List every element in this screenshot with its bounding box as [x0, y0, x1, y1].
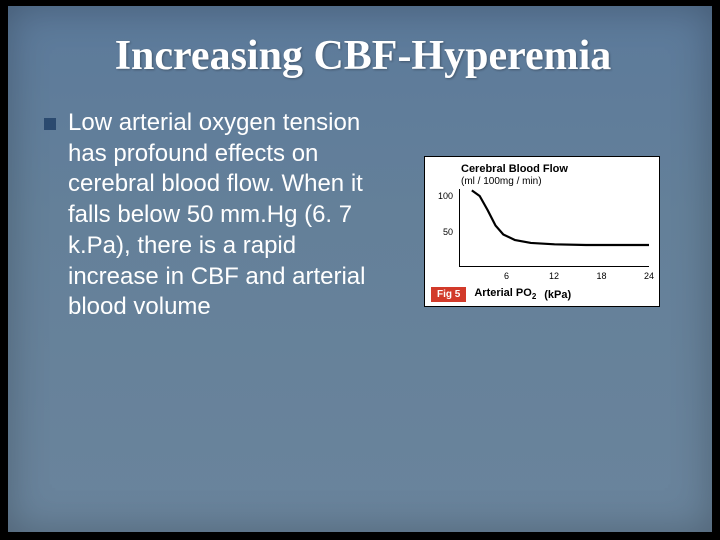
x-label-row: Fig 5 Arterial PO2 (kPa): [431, 287, 653, 302]
y-ticks: 50 100: [431, 189, 457, 267]
fig-badge: Fig 5: [431, 287, 466, 302]
y-tick-label: 100: [438, 191, 453, 201]
chart-box: Cerebral Blood Flow (ml / 100mg / min) 5…: [424, 156, 660, 307]
chart-y-unit: (ml / 100mg / min): [431, 176, 653, 187]
slide: Increasing CBF-Hyperemia Low arterial ox…: [8, 6, 712, 532]
chart-title: Cerebral Blood Flow: [431, 163, 653, 175]
x-tick-label: 12: [549, 271, 559, 281]
data-line: [472, 190, 649, 245]
x-axis-unit: (kPa): [544, 289, 571, 301]
y-tick-label: 50: [443, 227, 453, 237]
x-tick-label: 6: [504, 271, 509, 281]
slide-title: Increasing CBF-Hyperemia: [44, 32, 682, 80]
plot-wrap: 50 100 6 12 18 24: [431, 189, 653, 285]
line-chart-svg: [460, 189, 649, 266]
x-tick-label: 24: [644, 271, 654, 281]
x-axis-label-text: Arterial PO: [474, 287, 531, 299]
chart-column: Cerebral Blood Flow (ml / 100mg / min) 5…: [402, 108, 682, 307]
content-row: Low arterial oxygen tension has profound…: [44, 108, 682, 323]
x-ticks: 6121824: [459, 269, 649, 285]
body-text: Low arterial oxygen tension has profound…: [68, 108, 384, 323]
bullet-icon: [44, 118, 56, 130]
x-axis-label-sub: 2: [532, 293, 536, 302]
plot-area: [459, 189, 649, 267]
x-axis-label: Arterial PO2: [474, 287, 536, 301]
text-column: Low arterial oxygen tension has profound…: [44, 108, 384, 323]
x-tick-label: 18: [596, 271, 606, 281]
